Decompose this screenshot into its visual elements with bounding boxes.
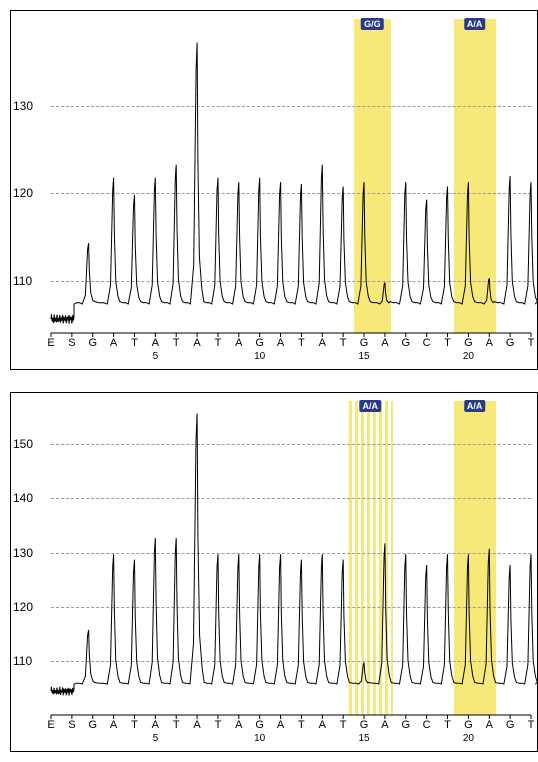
pyrogram-trace [51, 414, 537, 696]
trace-svg [11, 393, 537, 751]
chart-panel-bottom: 110120130140150A/AA/AESGATATATAGATATGAGC… [10, 392, 538, 752]
trace-svg [11, 11, 537, 369]
figure-root: 110120130G/GA/AESGATATATAGATATGAGCTGAGT5… [6, 6, 538, 756]
pyrogram-trace [51, 43, 537, 324]
chart-panel-top: 110120130G/GA/AESGATATATAGATATGAGCTGAGT5… [10, 10, 538, 370]
